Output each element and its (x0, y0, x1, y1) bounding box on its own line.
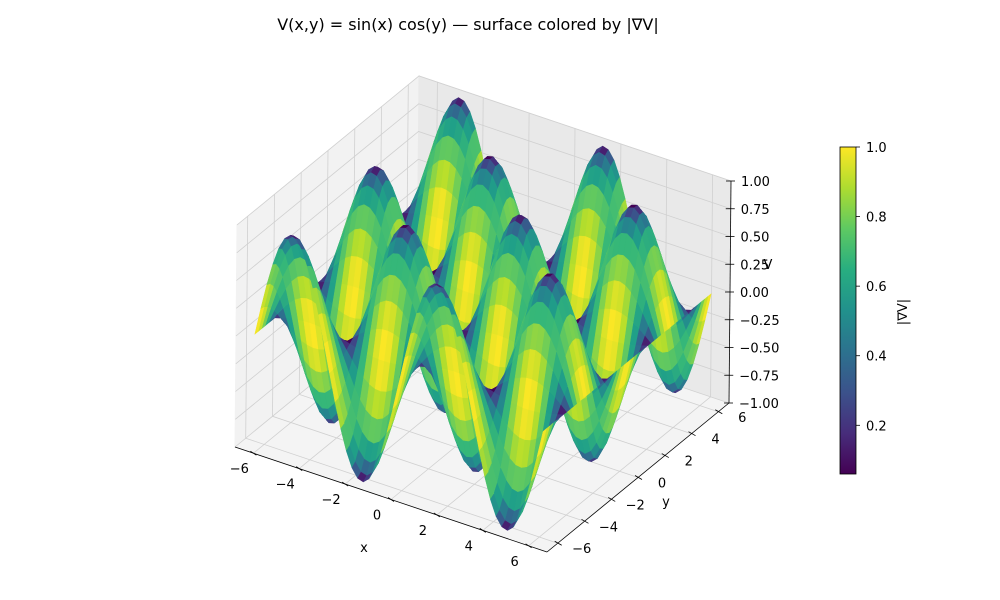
colorbar-tick-label: 0.8 (866, 211, 887, 226)
z-tick-label: 0.75 (741, 203, 770, 218)
y-tick-mark (688, 431, 696, 437)
z-tick-label: −0.75 (739, 369, 779, 384)
y-tick-mark (581, 518, 589, 524)
colorbar-tick-label: 1.0 (866, 141, 887, 156)
x-tick-mark (250, 450, 257, 456)
y-tick-label: −2 (626, 498, 645, 513)
x-tick-label: 2 (419, 524, 427, 539)
x-axis-ticks: −6 −4 −2 0 2 4 6 (230, 450, 532, 570)
z-axis-ticks: −1.00 −0.75 −0.50 −0.25 0.00 0.25 0.50 0.75 1.00 (724, 175, 780, 412)
y-tick-label: −4 (599, 520, 618, 535)
y-axis-label: y (662, 495, 670, 510)
x-tick-label: −2 (322, 493, 341, 508)
axes-3d: −6 −4 −2 0 2 4 6 −6 −4 −2 0 2 4 6 −1.00 −0.75 −0.50 −0.… (230, 74, 780, 570)
y-tick-label: 4 (711, 433, 719, 448)
grid-line-z (236, 75, 732, 226)
x-tick-mark (341, 481, 349, 487)
grid-line-z (236, 131, 731, 281)
colorbar: 0.2 0.4 0.6 0.8 1.0 |∇V| (839, 141, 911, 475)
surface-facet (536, 427, 547, 458)
y-tick-mark (554, 540, 562, 546)
z-tick-label: −0.25 (740, 314, 780, 329)
y-tick-label: 0 (658, 477, 666, 492)
x-tick-mark (525, 543, 532, 549)
surface-mesh (254, 96, 712, 532)
x-tick-label: −6 (230, 462, 249, 477)
x-tick-mark (479, 528, 486, 533)
x-tick-label: 4 (465, 539, 473, 554)
chart-title: V(x,y) = sin(x) cos(y) — surface colored… (277, 15, 659, 34)
x-tick-label: −4 (276, 478, 295, 493)
z-tick-label: −1.00 (739, 397, 779, 412)
x-tick-label: 6 (511, 555, 519, 570)
colorbar-tick-label: 0.2 (866, 419, 887, 434)
z-axis-label: V (764, 258, 773, 273)
colorbar-tick-label: 0.6 (866, 280, 887, 295)
x-tick-mark (296, 466, 303, 471)
z-tick-label: 0.50 (741, 231, 770, 246)
y-tick-label: −6 (572, 542, 591, 557)
x-axis-label: x (360, 541, 368, 556)
colorbar-tick-label: 0.4 (866, 350, 887, 365)
x-tick-mark (433, 512, 441, 518)
y-axis-ticks: −6 −4 −2 0 2 4 6 (554, 409, 746, 557)
colorbar-gradient (839, 146, 857, 475)
y-tick-mark (634, 475, 643, 480)
y-tick-mark (661, 453, 669, 458)
x-tick-mark (387, 497, 395, 502)
x-tick-label: 0 (373, 509, 381, 524)
colorbar-label: |∇V| (896, 299, 911, 325)
grid-line-z (236, 103, 731, 254)
y-tick-label: 6 (738, 411, 746, 426)
y-tick-mark (608, 497, 616, 502)
z-tick-label: 1.00 (741, 175, 770, 190)
z-tick-label: 0.00 (740, 286, 769, 301)
y-tick-mark (715, 409, 723, 415)
colorbar-ticks: 0.2 0.4 0.6 0.8 1.0 (856, 141, 887, 434)
z-tick-label: 0.25 (740, 258, 769, 273)
z-tick-label: −0.50 (740, 342, 780, 357)
y-tick-label: 2 (685, 455, 693, 470)
